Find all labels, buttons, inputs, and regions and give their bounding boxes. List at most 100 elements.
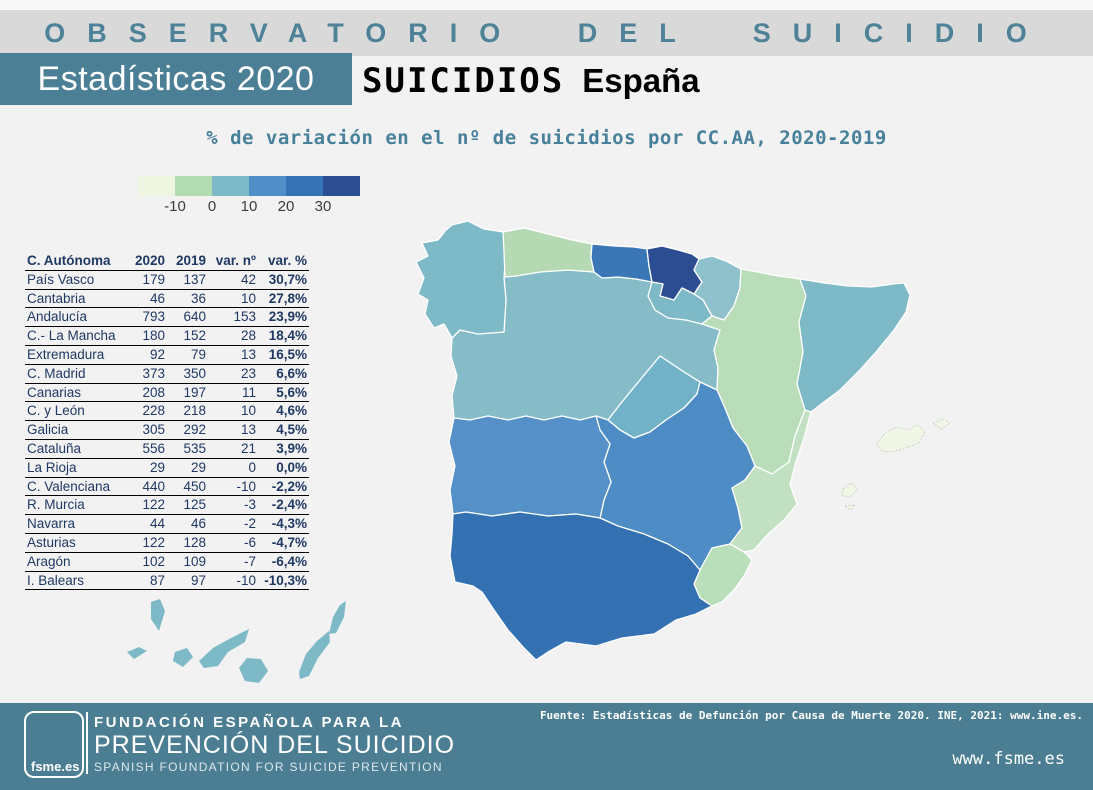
fsme-logo-label: fsme.es [31, 759, 80, 774]
table-cell: 18,4% [258, 326, 309, 346]
table-cell: 109 [167, 552, 208, 572]
table-cell: 350 [167, 364, 208, 384]
legend-swatch [212, 176, 249, 196]
table-cell: País Vasco [25, 270, 125, 290]
table-cell: 5,6% [258, 383, 309, 403]
logo-divider [86, 712, 88, 774]
legend-swatch [249, 176, 286, 196]
table-cell: 640 [167, 307, 208, 328]
legend-tick: 0 [207, 198, 217, 215]
table-cell: -10,3% [258, 571, 309, 591]
table-cell: 11 [208, 383, 258, 403]
table-row: Galicia 305 292 13 4,5% [25, 420, 309, 440]
table-cell: 535 [167, 439, 208, 459]
table-row: Navarra 44 46 -2 -4,3% [25, 514, 309, 534]
table-row: C. y León 228 218 10 4,6% [25, 401, 309, 422]
table-cell: C.- La Mancha [25, 326, 125, 346]
table-cell: 44 [125, 514, 167, 534]
table-cell: 46 [125, 289, 167, 309]
table-row: Asturias 122 128 -6 -4,7% [25, 533, 309, 553]
table-cell: 13 [208, 420, 258, 440]
table-cell: 87 [125, 571, 167, 591]
table-cell: 153 [208, 307, 258, 328]
table-cell: C. y León [25, 401, 125, 422]
table-cell: 4,5% [258, 420, 309, 440]
table-cell: Cataluña [25, 439, 125, 459]
table-header-cell: var. nº [208, 252, 258, 271]
table-cell: 13 [208, 345, 258, 365]
region-extremadura [448, 415, 612, 519]
foundation-name-line2: PREVENCIÓN DEL SUICIDIO [94, 731, 456, 759]
website-url: www.fsme.es [952, 749, 1065, 769]
table-cell: 197 [167, 383, 208, 403]
chart-subtitle: % de variación en el nº de suicidios por… [206, 127, 887, 149]
legend-tick: 20 [277, 198, 295, 215]
table-cell: 122 [125, 495, 167, 516]
legend-swatch [323, 176, 360, 196]
table-cell: Asturias [25, 533, 125, 553]
legend-tick: -10 [164, 198, 186, 215]
table-cell: 122 [125, 533, 167, 553]
table-cell: 793 [125, 307, 167, 328]
table-cell: 180 [125, 326, 167, 346]
data-source-note: Fuente: Estadísticas de Defunción por Ca… [539, 709, 1083, 722]
table-cell: Cantabria [25, 289, 125, 309]
foundation-name-english: SPANISH FOUNDATION FOR SUICIDE PREVENTIO… [94, 760, 443, 774]
table-cell: -2,4% [258, 495, 309, 516]
table-cell: I. Balears [25, 571, 125, 591]
table-cell: 125 [167, 495, 208, 516]
table-cell: 179 [125, 270, 167, 290]
table-cell: 4,6% [258, 401, 309, 422]
table-cell: 28 [208, 326, 258, 346]
header-band: OBSERVATORIO DEL SUICIDIO [0, 10, 1093, 56]
table-cell: -3 [208, 495, 258, 516]
banner-title: OBSERVATORIO DEL SUICIDIO [44, 17, 1049, 48]
table-cell: 29 [167, 458, 208, 478]
stats-year-label: Estadísticas 2020 [37, 59, 315, 98]
table-cell: 23,9% [258, 307, 309, 328]
table-cell: 30,7% [258, 270, 309, 290]
table-cell: 46 [167, 514, 208, 534]
data-table: C. Autónoma 2020 2019 var. nº var. % País Va… [25, 252, 309, 591]
table-cell: 450 [167, 477, 208, 497]
region-murcia [693, 543, 753, 607]
legend-tick: 30 [314, 198, 332, 215]
table-cell: Galicia [25, 420, 125, 440]
table-cell: 292 [167, 420, 208, 440]
legend-tick: 10 [240, 198, 258, 215]
top-strip [0, 0, 1093, 10]
foundation-name-line1: FUNDACIÓN ESPAÑOLA PARA LA [94, 714, 404, 731]
table-cell: C. Valenciana [25, 477, 125, 497]
region-canarias [127, 599, 346, 683]
table-row: C. Valenciana 440 450 -10 -2,2% [25, 477, 309, 497]
table-cell: 92 [125, 345, 167, 365]
table-cell: 79 [167, 345, 208, 365]
table-row: Cataluña 556 535 21 3,9% [25, 439, 309, 459]
table-cell: 10 [208, 289, 258, 309]
table-cell: 208 [125, 383, 167, 403]
table-cell: -10 [208, 477, 258, 497]
table-cell: 102 [125, 552, 167, 572]
table-cell: -2 [208, 514, 258, 534]
table-cell: -4,7% [258, 533, 309, 553]
table-cell: Extremadura [25, 345, 125, 365]
table-cell: La Rioja [25, 458, 125, 478]
table-cell: 10 [208, 401, 258, 422]
table-cell: 21 [208, 439, 258, 459]
table-cell: 218 [167, 401, 208, 422]
table-row: País Vasco 179 137 42 30,7% [25, 270, 309, 290]
table-header-cell: var. % [258, 252, 309, 271]
table-cell: 228 [125, 401, 167, 422]
table-cell: 23 [208, 364, 258, 384]
table-cell: 16,5% [258, 345, 309, 365]
page-title: SUICIDIOS España [362, 56, 700, 106]
stats-year-badge: Estadísticas 2020 [0, 53, 352, 105]
legend-ticks: -10 0 10 20 30 [138, 198, 360, 216]
table-cell: 305 [125, 420, 167, 440]
footer: fsme.es FUNDACIÓN ESPAÑOLA PARA LA PREVE… [0, 703, 1093, 790]
legend-swatch [286, 176, 323, 196]
table-cell: -4,3% [258, 514, 309, 534]
color-legend: -10 0 10 20 30 [138, 176, 360, 216]
